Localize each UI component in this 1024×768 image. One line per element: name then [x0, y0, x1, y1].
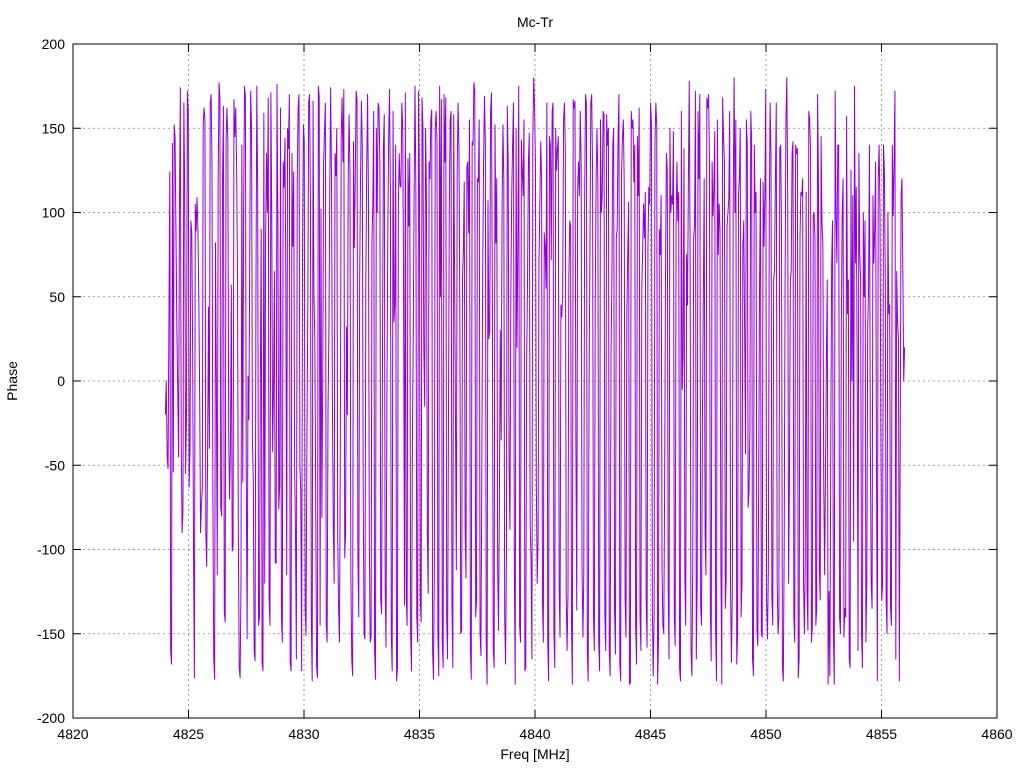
y-tick-label: 50	[49, 289, 65, 305]
x-tick-labels: 4820 4825 4830 4835 4840 4845 4850 4855 4860	[57, 726, 1012, 742]
y-tick-label: -200	[37, 710, 65, 726]
x-tick-label: 4840	[519, 726, 550, 742]
series-layer	[164, 77, 906, 685]
chart-title: Mc-Tr	[517, 14, 553, 30]
y-tick-labels: -200 -150 -100 -50 0 50 100 150 200	[37, 36, 65, 726]
y-tick-label: 200	[42, 36, 66, 52]
x-tick-label: 4830	[288, 726, 319, 742]
x-tick-label: 4860	[981, 726, 1012, 742]
x-tick-label: 4835	[404, 726, 435, 742]
x-tick-label: 4825	[173, 726, 204, 742]
x-tick-label: 4855	[866, 726, 897, 742]
y-tick-label: 100	[42, 205, 66, 221]
y-tick-label: -100	[37, 542, 65, 558]
y-tick-label: -50	[45, 457, 65, 473]
y-tick-label: 150	[42, 120, 66, 136]
phase-series-line	[164, 77, 906, 685]
y-tick-label: 0	[57, 373, 65, 389]
x-tick-label: 4850	[750, 726, 781, 742]
y-tick-label: -150	[37, 626, 65, 642]
y-axis-title: Phase	[4, 361, 20, 401]
x-axis-title: Freq [MHz]	[500, 746, 569, 762]
x-tick-label: 4845	[635, 726, 666, 742]
axis-ticks	[72, 43, 998, 719]
x-tick-label: 4820	[57, 726, 88, 742]
